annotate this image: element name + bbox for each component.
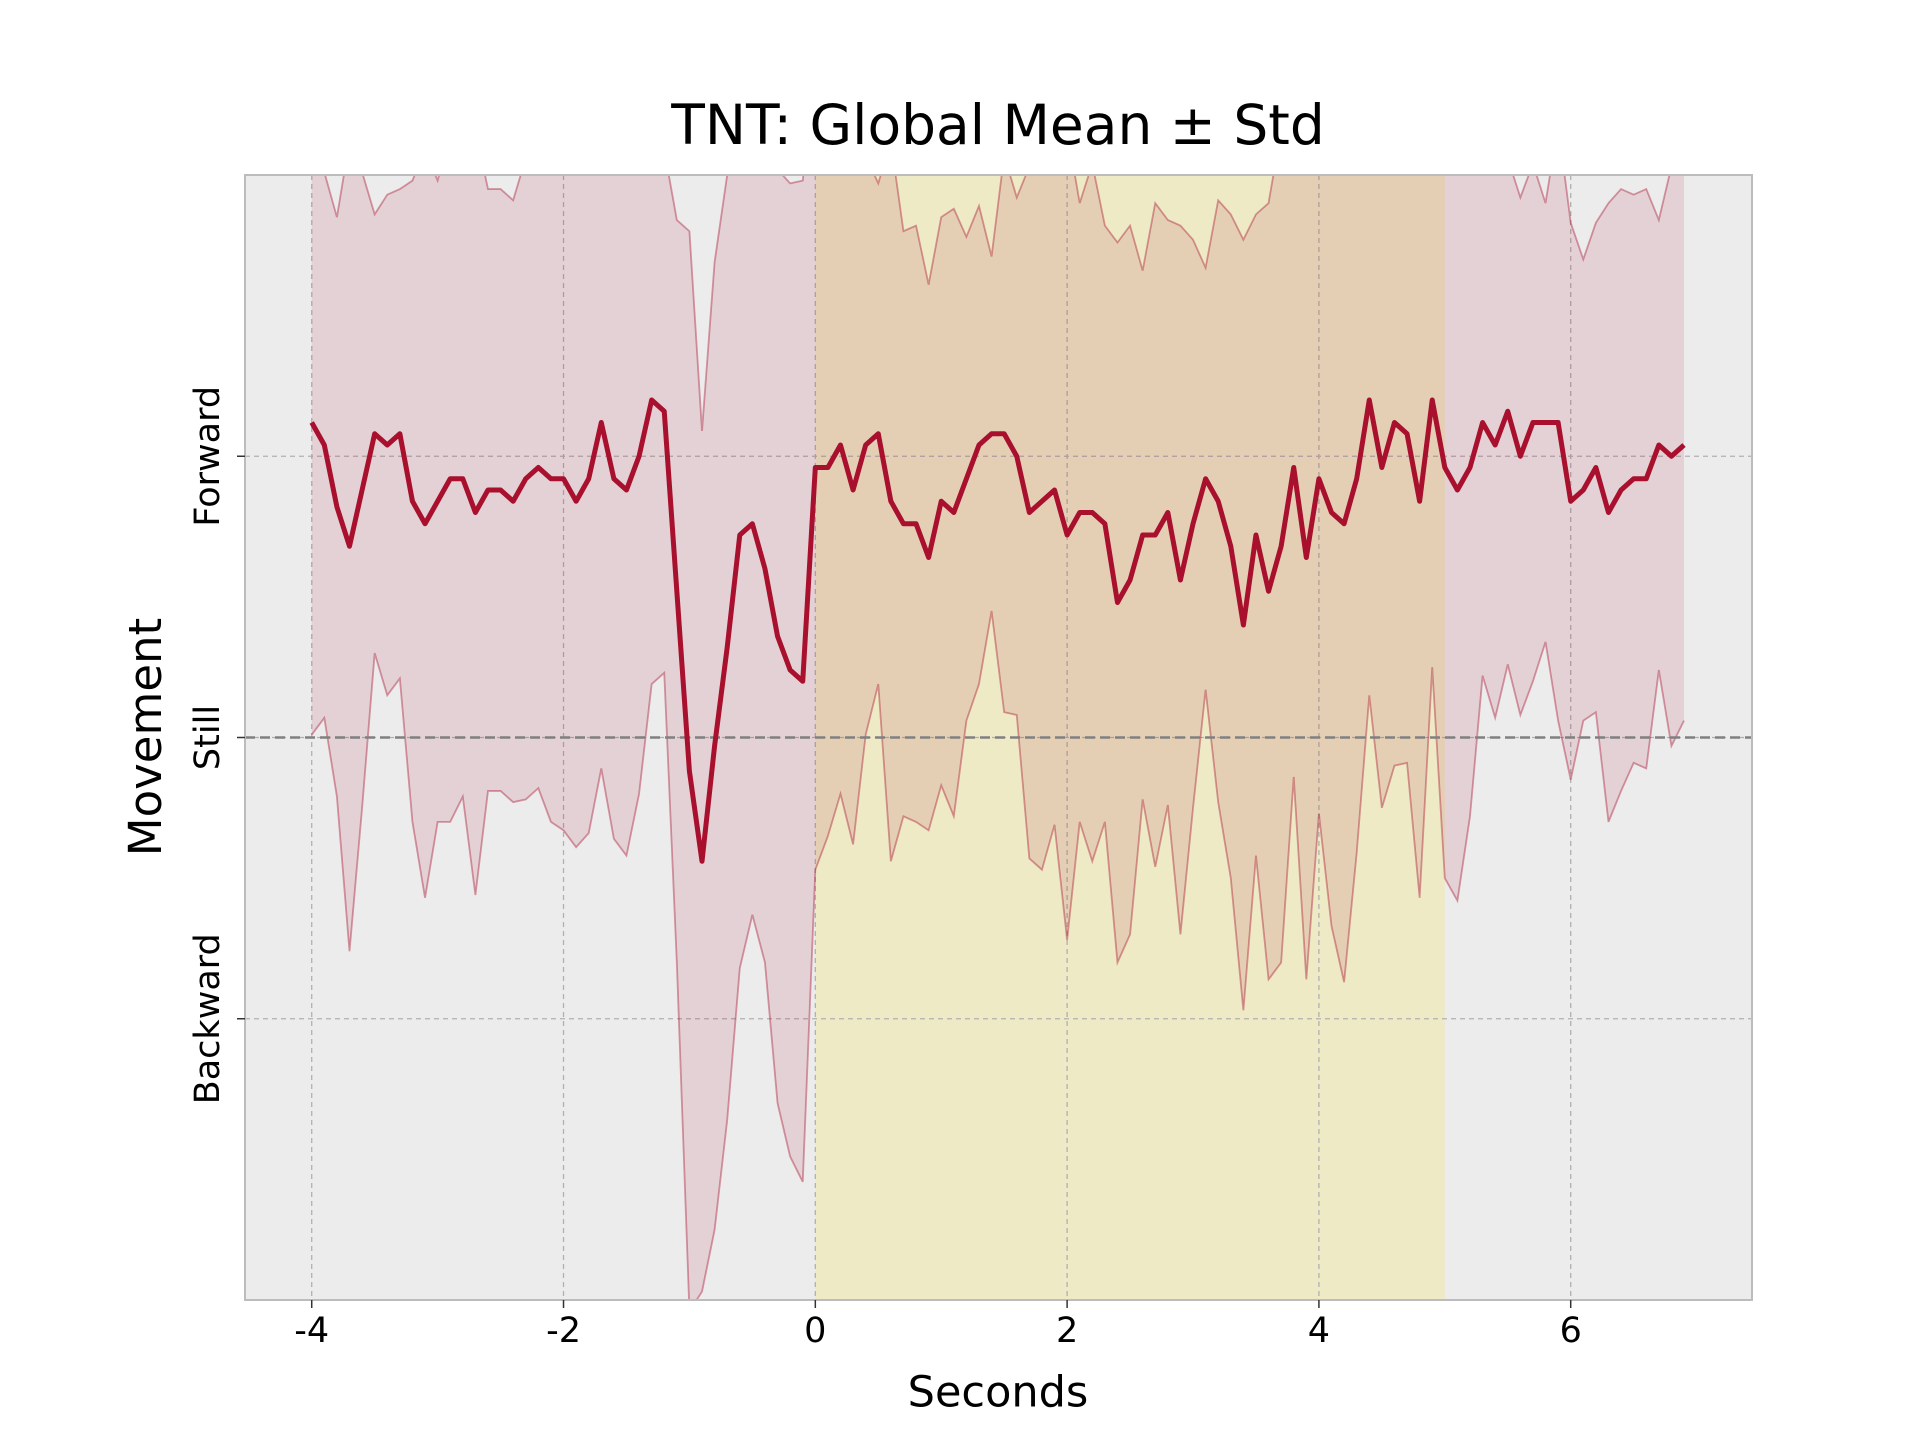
x-tick-label: 2 — [1056, 1311, 1078, 1351]
std-upper-edge — [324, 175, 1671, 432]
axes-layer: -4 -2 0 2 4 6 Backward Still Forward — [188, 386, 1582, 1351]
line-layer — [245, 397, 1752, 864]
std-band — [311, 175, 1685, 1300]
x-tick-label: -2 — [546, 1311, 581, 1351]
y-tick-label: Forward — [188, 386, 228, 527]
band-layer — [311, 175, 1685, 1300]
y-tick-label: Backward — [188, 933, 228, 1104]
mean-line — [309, 397, 1686, 864]
y-axis-label: Movement — [119, 618, 172, 856]
x-tick-label: 6 — [1560, 1311, 1582, 1351]
x-axis-label: Seconds — [908, 1368, 1089, 1418]
y-tick-label: Still — [188, 705, 228, 770]
x-tick-label: 4 — [1308, 1311, 1330, 1351]
x-tick-label: -4 — [294, 1311, 329, 1351]
x-tick-label: 0 — [804, 1311, 826, 1351]
chart-title: TNT: Global Mean ± Std — [670, 93, 1325, 157]
std-lower-edge — [311, 610, 1685, 1300]
